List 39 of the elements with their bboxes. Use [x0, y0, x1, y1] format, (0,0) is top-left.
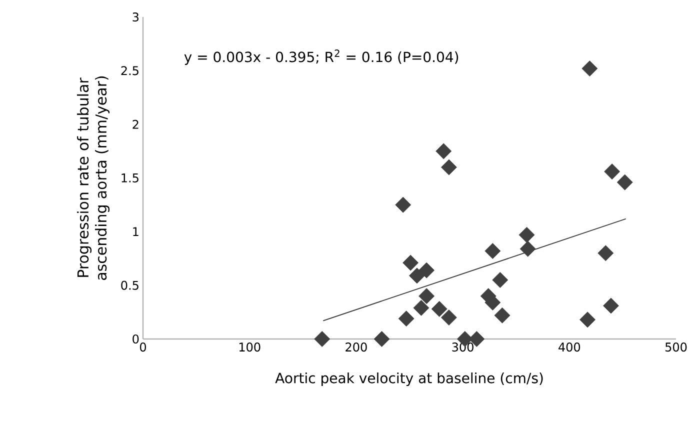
x-tick-label: 100 — [239, 342, 260, 352]
x-tick-label: 500 — [665, 342, 687, 352]
point — [413, 300, 430, 316]
y-tick-label: 1 — [133, 227, 138, 236]
point — [436, 143, 452, 160]
point — [492, 272, 508, 288]
x-tick-label: 200 — [346, 342, 367, 352]
point — [402, 254, 419, 271]
point — [374, 331, 390, 347]
point — [314, 331, 330, 347]
point — [582, 60, 598, 76]
x-tick-label: 0 — [140, 342, 146, 352]
point — [408, 268, 425, 284]
point — [431, 300, 448, 317]
point — [418, 262, 435, 278]
point — [604, 164, 620, 180]
x-axis-title: Aortic peak velocity at baseline (cm/s) — [275, 372, 543, 386]
point — [440, 159, 457, 176]
point — [580, 312, 596, 328]
point — [616, 174, 633, 190]
point — [598, 245, 614, 262]
point — [494, 307, 510, 324]
y-tick-label: 0.5 — [121, 280, 138, 290]
y-tick-label: 3 — [132, 12, 138, 22]
y-tick-label: 1.5 — [122, 174, 138, 182]
y-tick-label: 0 — [132, 334, 139, 344]
point — [518, 226, 535, 243]
point — [418, 288, 435, 304]
x-tick-label: 400 — [558, 342, 580, 352]
y-tick-label: 2 — [132, 120, 138, 129]
point — [398, 310, 414, 327]
y-tick-label: 2.5 — [121, 66, 138, 76]
point — [520, 240, 536, 257]
annotation: y = 0.003x - 0.395; R$^{2}$ = 0.16 (P=0.04) — [184, 50, 458, 65]
point — [603, 298, 619, 314]
y-axis-title: Progression rate of tubular ascending aorta (mm/year) — [77, 76, 110, 280]
point — [440, 310, 457, 326]
point — [395, 196, 412, 213]
point — [484, 243, 501, 259]
